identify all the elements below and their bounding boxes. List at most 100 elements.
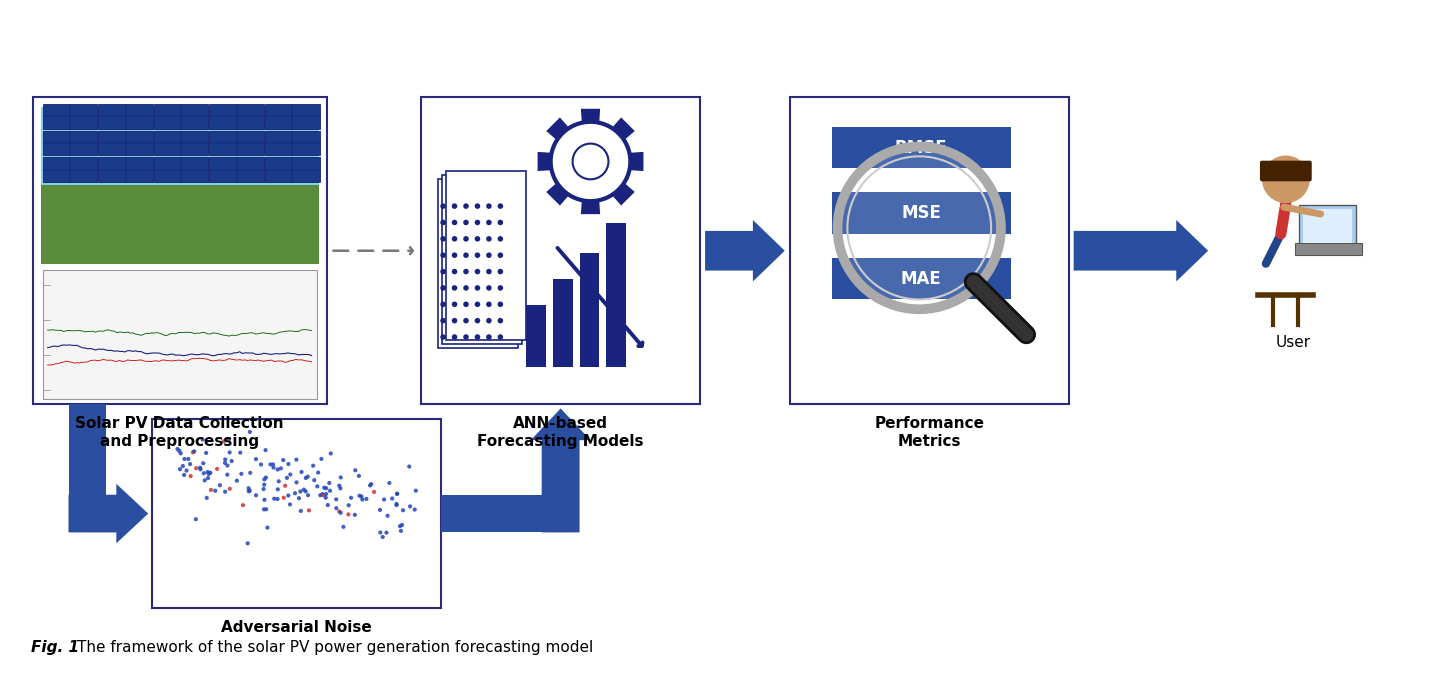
- Circle shape: [452, 285, 458, 291]
- FancyBboxPatch shape: [607, 223, 627, 367]
- Point: [266, 494, 290, 505]
- FancyBboxPatch shape: [442, 495, 560, 532]
- Circle shape: [452, 335, 458, 340]
- Point: [239, 467, 262, 478]
- Point: [214, 454, 237, 465]
- FancyBboxPatch shape: [42, 157, 97, 182]
- FancyBboxPatch shape: [265, 104, 320, 129]
- FancyBboxPatch shape: [152, 420, 442, 608]
- Point: [337, 500, 361, 511]
- Polygon shape: [613, 183, 634, 205]
- Text: RMSE: RMSE: [895, 139, 947, 156]
- Point: [268, 476, 291, 487]
- Circle shape: [487, 252, 492, 258]
- Circle shape: [463, 285, 469, 291]
- Circle shape: [463, 236, 469, 241]
- Point: [217, 435, 240, 445]
- FancyBboxPatch shape: [98, 131, 153, 155]
- FancyBboxPatch shape: [210, 104, 264, 129]
- Polygon shape: [705, 220, 785, 282]
- Point: [350, 491, 374, 502]
- Point: [294, 473, 317, 483]
- Point: [329, 472, 352, 483]
- Point: [391, 520, 414, 530]
- Point: [398, 461, 421, 472]
- Point: [403, 504, 426, 515]
- Circle shape: [498, 301, 502, 307]
- Point: [198, 467, 222, 478]
- Point: [319, 448, 342, 459]
- Text: MAE: MAE: [901, 269, 941, 288]
- Circle shape: [487, 318, 492, 324]
- Circle shape: [452, 252, 458, 258]
- Point: [266, 464, 290, 475]
- Circle shape: [487, 335, 492, 340]
- Circle shape: [498, 269, 502, 274]
- Point: [290, 505, 313, 516]
- Point: [339, 492, 362, 503]
- Circle shape: [487, 203, 492, 209]
- FancyBboxPatch shape: [265, 131, 320, 155]
- FancyBboxPatch shape: [1299, 205, 1355, 247]
- Point: [378, 477, 401, 488]
- FancyBboxPatch shape: [153, 104, 209, 129]
- Point: [197, 469, 220, 479]
- Point: [310, 454, 333, 464]
- Point: [371, 532, 394, 543]
- FancyBboxPatch shape: [41, 107, 319, 185]
- Point: [209, 480, 232, 491]
- FancyBboxPatch shape: [210, 157, 264, 182]
- Point: [200, 485, 223, 496]
- Point: [359, 480, 382, 491]
- Circle shape: [475, 252, 481, 258]
- Point: [269, 463, 292, 474]
- Point: [284, 488, 307, 498]
- Circle shape: [487, 301, 492, 307]
- Point: [303, 475, 326, 486]
- Point: [237, 486, 261, 496]
- Point: [249, 459, 272, 470]
- FancyBboxPatch shape: [42, 104, 97, 129]
- Circle shape: [475, 318, 481, 324]
- Text: Solar PV Data Collection
and Preprocessing: Solar PV Data Collection and Preprocessi…: [75, 416, 284, 449]
- FancyBboxPatch shape: [442, 175, 521, 344]
- FancyBboxPatch shape: [579, 253, 599, 367]
- Circle shape: [498, 335, 502, 340]
- Point: [255, 504, 278, 515]
- Point: [306, 481, 329, 492]
- Polygon shape: [613, 118, 634, 140]
- Circle shape: [463, 220, 469, 225]
- Point: [237, 483, 261, 494]
- Polygon shape: [546, 183, 569, 205]
- Circle shape: [440, 220, 446, 225]
- Point: [274, 480, 297, 491]
- Point: [343, 509, 366, 520]
- Point: [317, 477, 340, 488]
- FancyBboxPatch shape: [446, 171, 526, 340]
- Point: [343, 465, 366, 476]
- Circle shape: [452, 301, 458, 307]
- Text: User: User: [1276, 335, 1310, 350]
- Circle shape: [452, 318, 458, 324]
- Point: [272, 492, 295, 503]
- Circle shape: [841, 150, 998, 305]
- Circle shape: [498, 203, 502, 209]
- Circle shape: [498, 220, 502, 225]
- Point: [191, 434, 214, 445]
- Point: [388, 521, 411, 532]
- Text: MSE: MSE: [901, 204, 941, 222]
- Circle shape: [498, 318, 502, 324]
- Point: [253, 494, 277, 505]
- Point: [287, 493, 310, 504]
- Point: [308, 490, 332, 500]
- Point: [329, 507, 352, 518]
- Point: [237, 486, 261, 496]
- Point: [172, 454, 195, 464]
- Point: [253, 474, 277, 485]
- Point: [385, 500, 408, 511]
- FancyBboxPatch shape: [153, 157, 209, 182]
- Circle shape: [440, 335, 446, 340]
- Circle shape: [487, 236, 492, 241]
- Point: [292, 484, 316, 495]
- Point: [253, 445, 277, 456]
